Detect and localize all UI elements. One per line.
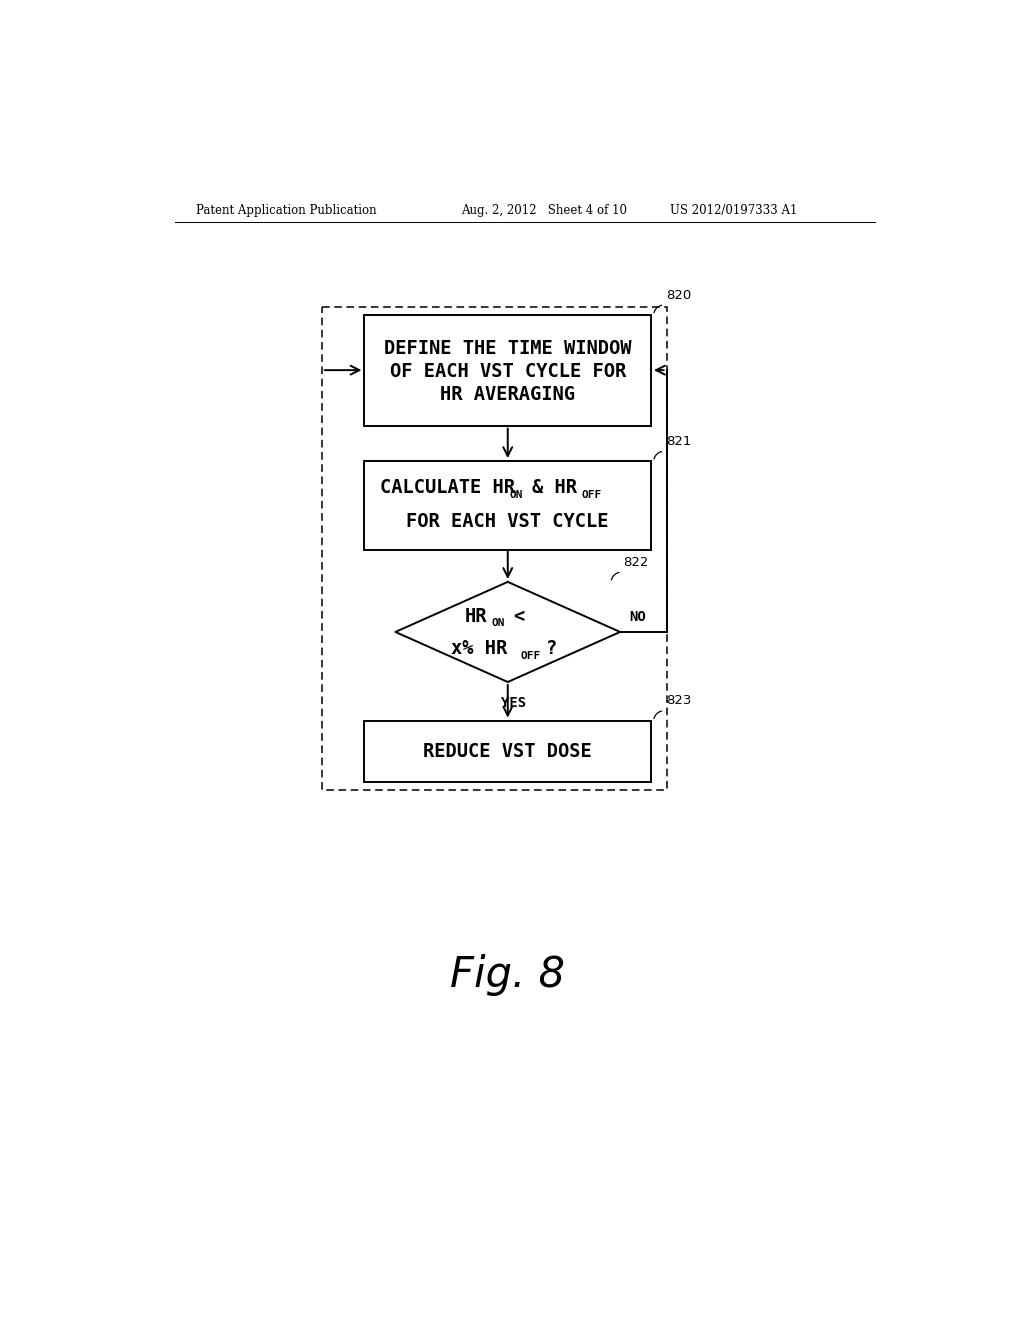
Text: Patent Application Publication: Patent Application Publication (197, 205, 377, 218)
Text: 822: 822 (624, 556, 648, 569)
Text: 820: 820 (666, 289, 691, 302)
Text: YES: YES (502, 696, 526, 710)
Text: HR: HR (465, 607, 487, 626)
Bar (365, 461, 651, 549)
Text: US 2012/0197333 A1: US 2012/0197333 A1 (671, 205, 798, 218)
Text: ON: ON (509, 490, 523, 500)
Text: OFF: OFF (582, 490, 602, 500)
Bar (365, 721, 651, 781)
Text: Fig. 8: Fig. 8 (451, 953, 565, 995)
Text: OFF: OFF (521, 651, 541, 661)
Text: CALCULATE HR: CALCULATE HR (380, 478, 515, 498)
Text: NO: NO (630, 610, 646, 624)
Text: DEFINE THE TIME WINDOW: DEFINE THE TIME WINDOW (384, 339, 632, 358)
Text: x% HR: x% HR (452, 639, 508, 659)
Text: OF EACH VST CYCLE FOR: OF EACH VST CYCLE FOR (389, 362, 626, 381)
Bar (365, 314, 651, 426)
Text: HR AVERAGING: HR AVERAGING (440, 385, 575, 404)
Text: FOR EACH VST CYCLE: FOR EACH VST CYCLE (407, 512, 609, 532)
Text: 823: 823 (666, 694, 691, 708)
Bar (322, 308, 667, 789)
Text: REDUCE VST DOSE: REDUCE VST DOSE (423, 742, 592, 760)
Text: ?: ? (546, 639, 557, 659)
Text: <: < (513, 607, 524, 626)
Text: 821: 821 (666, 434, 691, 447)
Text: ON: ON (492, 619, 505, 628)
Text: & HR: & HR (531, 478, 577, 498)
Text: Aug. 2, 2012   Sheet 4 of 10: Aug. 2, 2012 Sheet 4 of 10 (461, 205, 628, 218)
